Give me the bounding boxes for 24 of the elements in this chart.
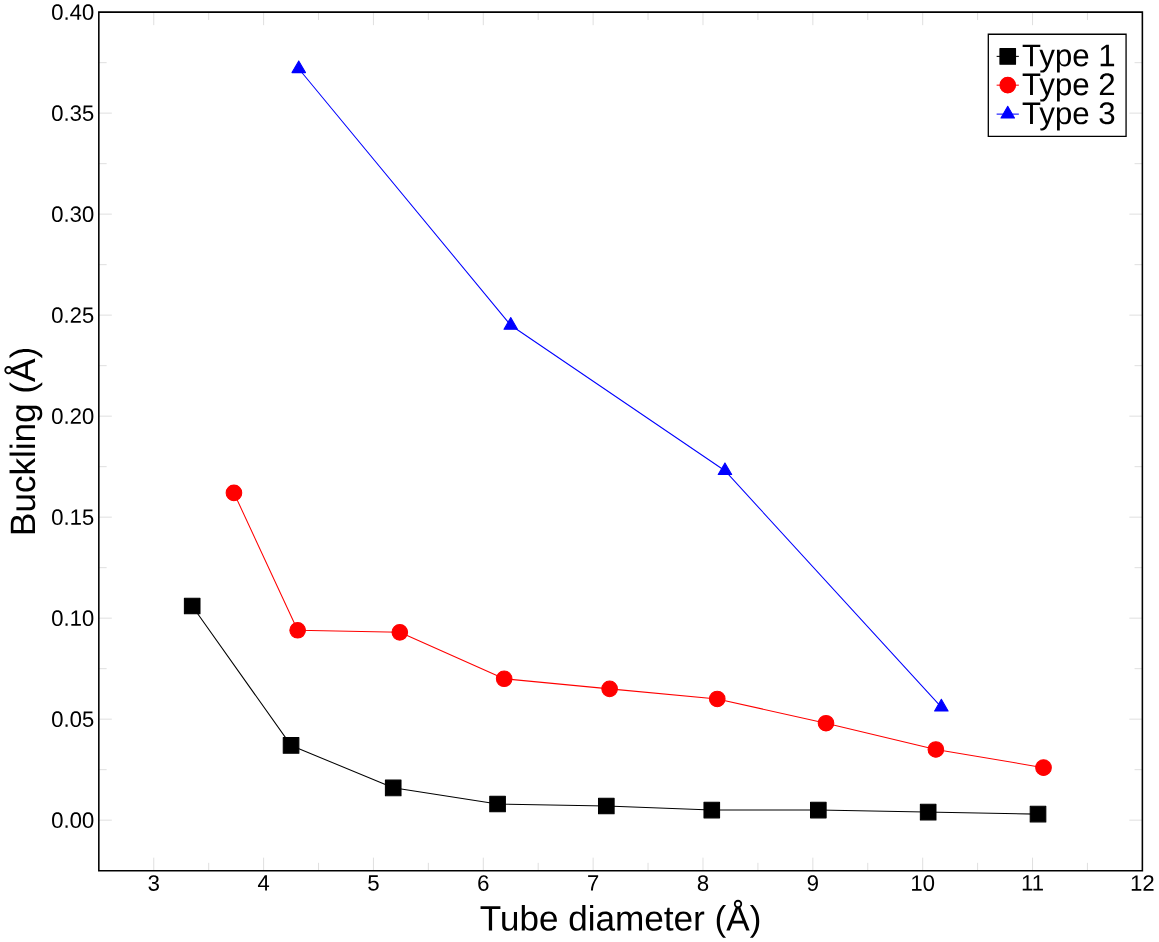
y-tick-label: 0.35 [52,105,94,121]
x-tick-label: 4 [257,875,270,891]
x-tick-label: 3 [148,875,159,891]
x-tick-label: 6 [478,875,489,891]
y-tick-label: 0.30 [52,206,94,222]
legend-label: Type 3 [1022,102,1115,131]
x-tick-label: 9 [807,875,818,891]
x-tick-label: 12 [1131,875,1154,891]
y-tick-label: 0.20 [52,408,94,424]
x-axis-title: Tube diameter (Å) [480,899,760,938]
x-tick-label: 7 [588,875,599,891]
y-axis-title: Buckling (Å) [4,348,43,534]
y-tick-label: 0.00 [52,812,94,828]
legend-label: Type 2 [1022,73,1115,102]
y-tick-label: 0.10 [52,610,94,626]
x-tick-label: 8 [697,875,709,891]
y-tick-label: 0.40 [52,4,94,20]
x-tick-label: 5 [368,875,379,891]
y-tick-label: 0.25 [52,307,94,323]
y-tick-label: 0.15 [52,509,94,525]
y-tick-label: 0.05 [52,711,94,727]
legend-label: Type 1 [1022,44,1115,73]
x-tick-label: 10 [912,875,935,891]
x-tick-label: 11 [1022,875,1043,891]
